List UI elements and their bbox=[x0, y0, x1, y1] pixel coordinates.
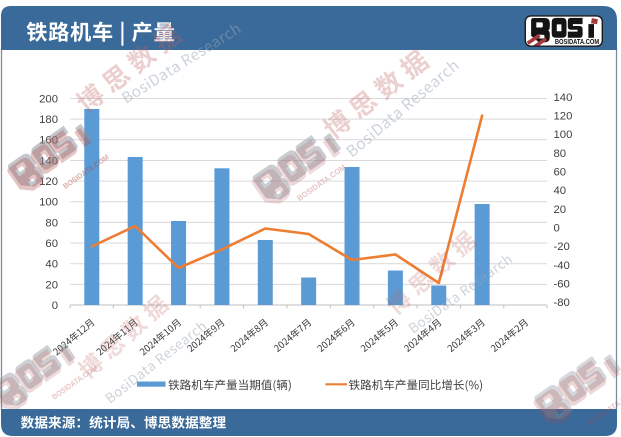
svg-text:60: 60 bbox=[45, 238, 58, 250]
svg-text:-60: -60 bbox=[554, 278, 570, 290]
svg-text:-20: -20 bbox=[554, 241, 570, 253]
svg-text:0: 0 bbox=[52, 300, 58, 312]
svg-text:40: 40 bbox=[45, 259, 58, 271]
svg-text:100: 100 bbox=[39, 197, 58, 209]
svg-text:BOSIDATA.COM: BOSIDATA.COM bbox=[555, 39, 599, 46]
svg-text:80: 80 bbox=[554, 148, 567, 160]
svg-text:-80: -80 bbox=[554, 297, 570, 309]
svg-text:20: 20 bbox=[45, 279, 58, 291]
svg-text:20: 20 bbox=[554, 204, 567, 216]
svg-text:200: 200 bbox=[39, 93, 58, 105]
svg-text:120: 120 bbox=[39, 176, 58, 188]
svg-text:120: 120 bbox=[554, 111, 573, 123]
svg-text:180: 180 bbox=[39, 114, 58, 126]
svg-text:60: 60 bbox=[554, 167, 567, 179]
svg-text:140: 140 bbox=[554, 92, 573, 104]
svg-text:0: 0 bbox=[554, 222, 560, 234]
svg-text:100: 100 bbox=[554, 129, 573, 141]
svg-text:40: 40 bbox=[554, 185, 567, 197]
svg-text:-40: -40 bbox=[554, 260, 570, 272]
svg-text:80: 80 bbox=[45, 217, 58, 229]
